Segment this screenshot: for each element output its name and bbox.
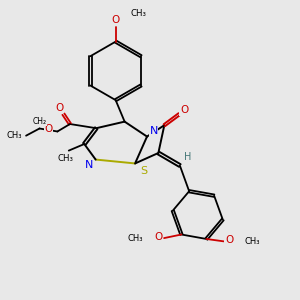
- Text: N: N: [85, 160, 93, 170]
- Text: CH₃: CH₃: [130, 9, 147, 18]
- Text: CH₃: CH₃: [128, 234, 143, 243]
- Text: O: O: [112, 15, 120, 25]
- Text: O: O: [180, 105, 188, 115]
- Text: H: H: [184, 152, 191, 162]
- Text: N: N: [149, 126, 158, 136]
- Text: CH₃: CH₃: [58, 154, 74, 164]
- Text: O: O: [56, 103, 64, 112]
- Text: O: O: [154, 232, 163, 242]
- Text: S: S: [140, 166, 147, 176]
- Text: O: O: [225, 235, 233, 245]
- Text: CH₂: CH₂: [32, 116, 46, 125]
- Text: CH₃: CH₃: [244, 237, 260, 246]
- Text: CH₃: CH₃: [6, 131, 22, 140]
- Text: O: O: [44, 124, 52, 134]
